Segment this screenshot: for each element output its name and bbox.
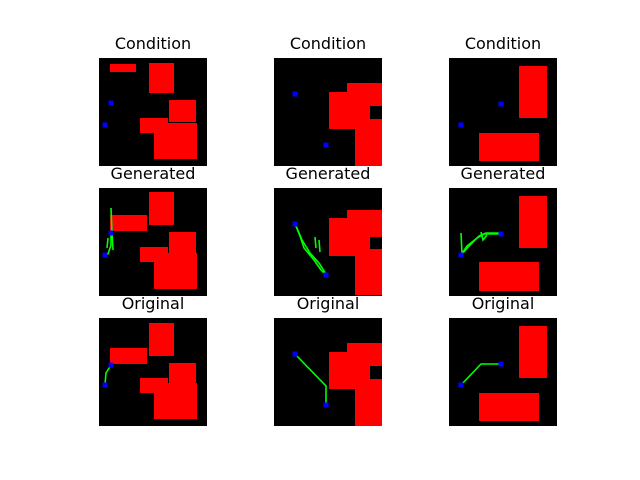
obstacle [355,119,382,166]
obstacle [169,100,196,122]
panel-title: Generated [286,164,371,183]
endpoint-marker [292,351,298,357]
path-line [460,363,501,386]
path-line [461,232,501,255]
obstacle [110,215,147,231]
panel-1-2: Condition [274,34,382,166]
obstacle [479,262,539,291]
panel-title: Generated [461,164,546,183]
panel-title: Original [472,294,535,313]
obstacle [154,253,197,289]
panel-1-1: Condition [99,34,207,166]
obstacle [154,383,197,419]
obstacle [149,192,174,225]
panel-title: Condition [115,34,191,53]
endpoint-marker [108,100,114,106]
path-line [460,232,463,255]
panel-title: Condition [290,34,366,53]
panel-title: Condition [465,34,541,53]
obstacle [519,66,547,118]
panel-2-3: Generated [449,164,557,296]
panel-3-2: Original [274,294,382,426]
obstacle [519,196,547,248]
endpoint-marker [108,362,114,368]
endpoint-marker [292,221,298,227]
path-line [314,236,317,249]
obstacle [479,133,539,161]
endpoint-marker [498,361,504,367]
panel-2-2: Generated [274,164,382,296]
panel-3-3: Original [449,294,557,426]
panel-title: Original [297,294,360,313]
panel-title: Original [122,294,185,313]
obstacle [149,323,174,356]
panel-1-3: Condition [449,34,557,166]
endpoint-marker [498,231,504,237]
obstacle [154,123,197,159]
endpoint-marker [102,252,108,258]
path-line [318,239,321,253]
path-line [104,364,112,386]
endpoint-marker [102,382,108,388]
endpoint-marker [323,142,329,148]
obstacle [479,393,539,421]
obstacle [355,379,382,426]
obstacle [110,348,147,364]
obstacle [110,64,136,72]
path-line [106,237,109,249]
endpoint-marker [498,101,504,107]
path-line [294,353,327,405]
obstacle [519,326,547,378]
obstacle [169,232,196,257]
panel-2-1: Generated [99,164,207,296]
endpoint-marker [458,252,464,258]
panel-title: Generated [111,164,196,183]
endpoint-marker [458,122,464,128]
endpoint-marker [458,382,464,388]
panel-3-1: Original [99,294,207,426]
endpoint-marker [108,230,114,236]
obstacle [355,249,382,295]
endpoint-marker [292,91,298,97]
endpoint-marker [323,272,329,278]
path-line [295,225,327,275]
endpoint-marker [102,122,108,128]
endpoint-marker [323,402,329,408]
path-line [480,231,488,242]
obstacle [149,63,174,93]
